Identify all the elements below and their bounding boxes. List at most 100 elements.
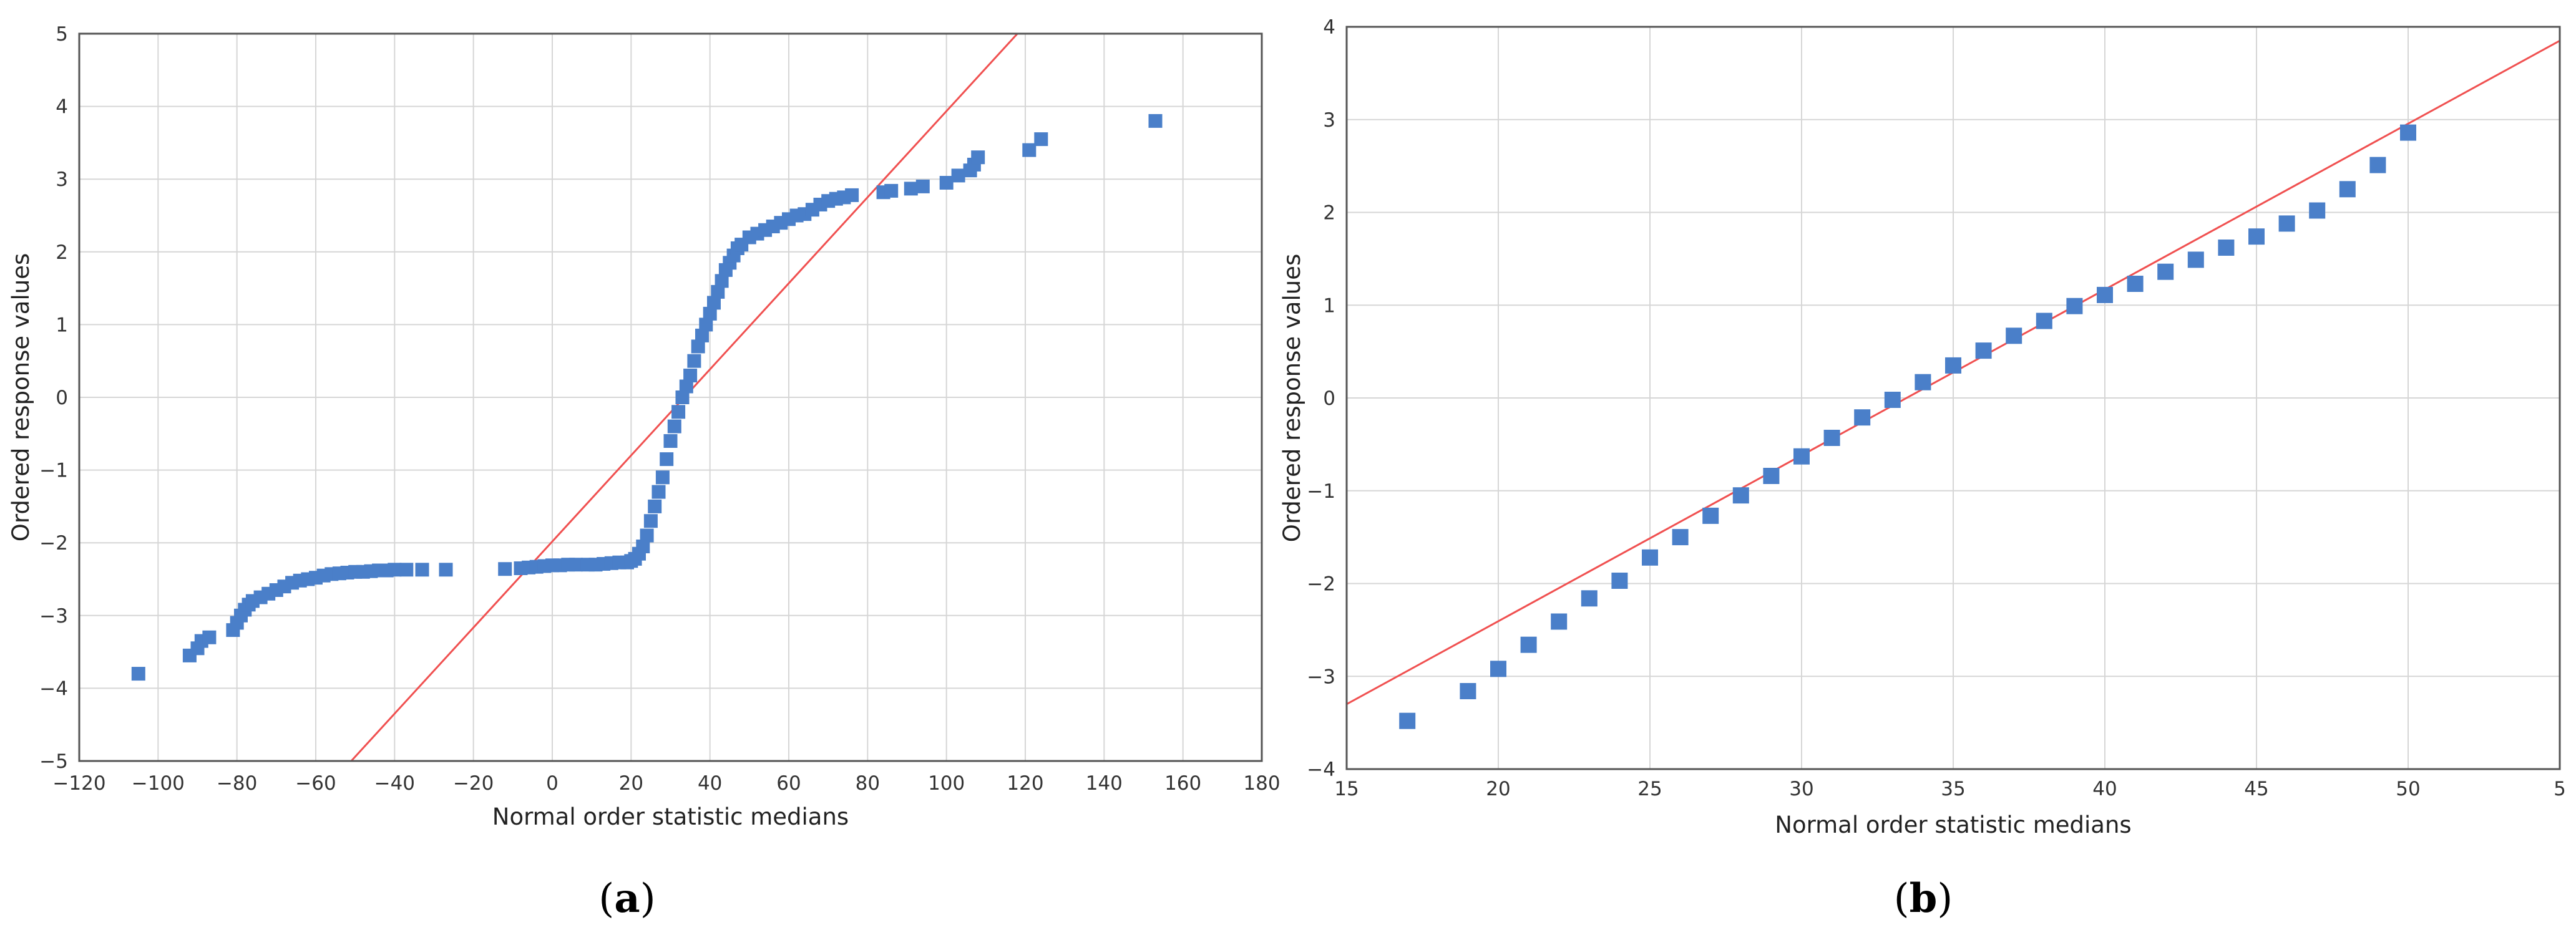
x-tick-label: −20 (453, 772, 494, 795)
data-point (2187, 251, 2204, 268)
data-point (2278, 215, 2295, 232)
data-point (1642, 549, 1658, 566)
plot-frame (1345, 26, 2561, 770)
data-point (663, 434, 678, 448)
data-point (643, 514, 658, 528)
y-tick-label: 1 (56, 314, 68, 336)
data-point (2369, 157, 2386, 173)
data-point (2339, 181, 2356, 198)
x-tick-label: 40 (698, 772, 722, 795)
data-point (691, 339, 705, 354)
data-point (2218, 240, 2235, 256)
x-tick-label: 180 (1243, 772, 1280, 795)
data-point (399, 563, 414, 577)
data-point (2006, 327, 2022, 344)
y-tick-label: 1 (1323, 294, 1335, 317)
y-tick-label: 3 (1323, 109, 1335, 132)
data-point (915, 179, 930, 193)
x-tick-label: 120 (1007, 772, 1043, 795)
y-axis-title: Ordered response values (7, 253, 34, 542)
x-tick-label: 25 (1637, 778, 1662, 800)
data-point (939, 176, 954, 190)
data-point (2036, 313, 2052, 329)
data-point (648, 499, 662, 513)
data-point (1763, 468, 1780, 484)
x-tick-label: −60 (295, 772, 336, 795)
y-tick-label: 4 (56, 96, 68, 119)
data-point (1460, 683, 1476, 699)
data-point (2248, 228, 2265, 245)
plot-frame (78, 32, 1263, 762)
x-axis-title: Normal order statistic medians (1775, 812, 2131, 838)
x-tick-label: 160 (1164, 772, 1201, 795)
x-tick-label: 35 (1941, 778, 1965, 800)
data-point (1702, 507, 1719, 524)
data-point (951, 168, 965, 183)
data-point (640, 528, 654, 543)
data-point (1945, 357, 1961, 374)
data-point (660, 452, 674, 467)
data-point (671, 405, 686, 419)
y-axis-title: Ordered response values (1279, 254, 1305, 543)
y-tick-label: −1 (1307, 480, 1335, 503)
data-point (884, 183, 899, 198)
x-tick-label: 40 (2092, 778, 2117, 800)
data-point (1034, 132, 1048, 147)
data-point (1022, 143, 1037, 157)
x-axis-title: Normal order statistic medians (492, 803, 849, 830)
data-point (707, 296, 721, 310)
data-point (498, 562, 512, 576)
y-tick-label: 2 (1323, 202, 1335, 225)
data-point (131, 667, 145, 681)
chart-panel-a: −120 −100 −80 −60 −40 −20 0 20 40 60 80 100 120 140 16… (7, 23, 1281, 922)
x-tick-label: 140 (1086, 772, 1123, 795)
data-point (2066, 298, 2083, 314)
data-point (1490, 661, 1506, 677)
data-point (1975, 342, 1992, 359)
data-point (699, 317, 713, 332)
x-tick-label: 5 (2554, 778, 2566, 800)
data-point (1399, 712, 1416, 729)
data-point (679, 379, 693, 394)
data-point (1551, 613, 1568, 630)
data-point (636, 540, 650, 553)
data-point (1732, 487, 1749, 504)
data-point (715, 274, 729, 288)
data-point (1148, 114, 1163, 128)
x-tick-label: 30 (1789, 778, 1813, 800)
x-tick-label: 15 (1334, 778, 1359, 800)
data-point (695, 328, 709, 342)
data-point (703, 306, 717, 321)
y-tick-label: 3 (56, 168, 68, 191)
chart-panel-b: 15 20 25 30 35 40 45 50 5 −4 −3 −2 −1 0 1 2 3 4 Normal ord… (1279, 16, 2566, 922)
x-tick-label: −80 (217, 772, 257, 795)
y-tick-label: 2 (56, 241, 68, 264)
x-tick-label: −100 (132, 772, 185, 795)
x-tick-label: 60 (776, 772, 801, 795)
data-point (2400, 124, 2416, 141)
y-tick-label: −2 (39, 532, 68, 555)
data-point (667, 419, 681, 434)
y-tick-label: −2 (1307, 573, 1335, 596)
y-tick-label: 4 (1323, 16, 1335, 39)
data-point (439, 563, 453, 577)
panel-label: (a) (598, 875, 655, 922)
data-point (1915, 374, 1931, 390)
y-tick-label: 5 (56, 23, 68, 46)
data-point (568, 558, 583, 572)
panel-label: (b) (1894, 875, 1953, 922)
x-tick-label: −120 (52, 772, 105, 795)
data-point (683, 369, 698, 382)
y-tick-label: 0 (1323, 387, 1335, 410)
y-tick-label: −5 (39, 750, 68, 773)
data-point (1581, 590, 1598, 607)
data-point (711, 284, 725, 299)
y-tick-label: −4 (1307, 758, 1335, 781)
x-tick-label: 50 (2396, 778, 2420, 800)
data-point (2309, 202, 2326, 219)
data-point (1520, 636, 1537, 653)
data-point (2157, 263, 2174, 280)
data-point (655, 470, 670, 485)
data-point (651, 485, 666, 499)
